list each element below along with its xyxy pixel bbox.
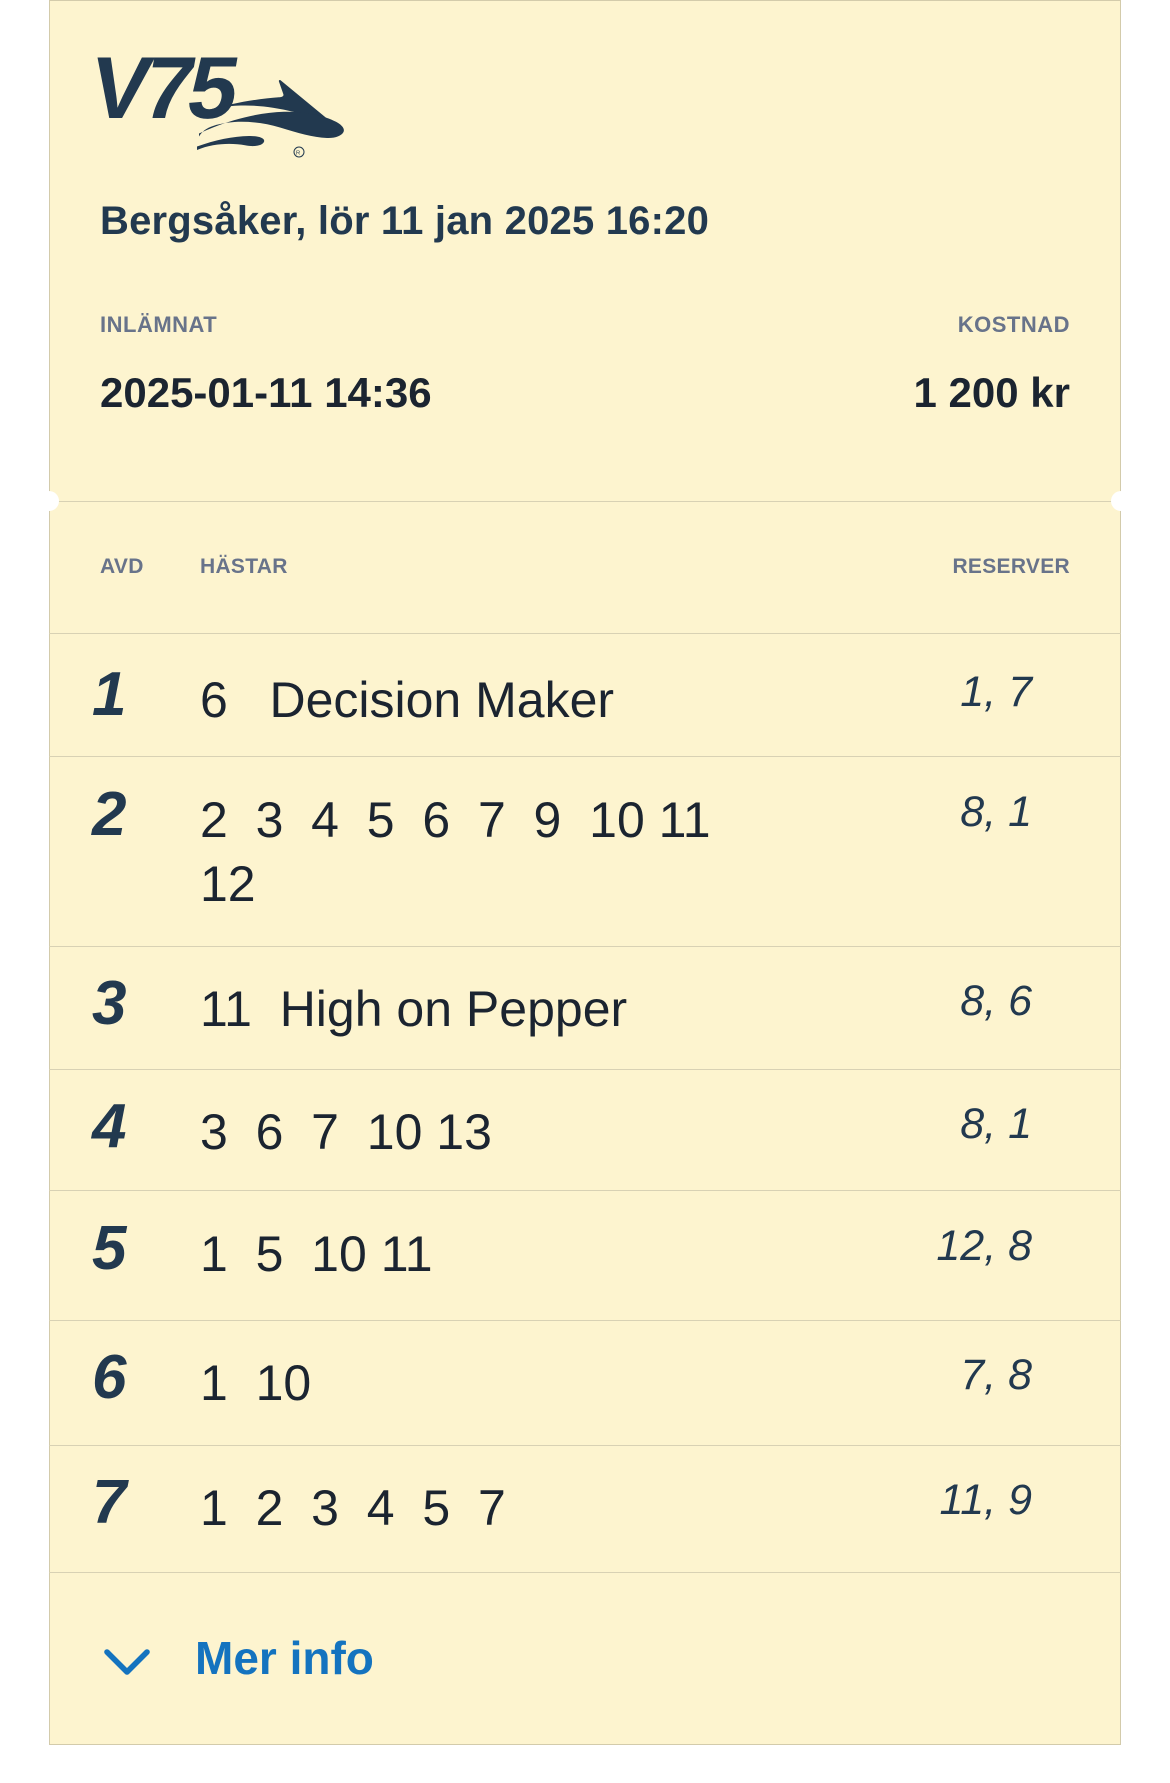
svg-text:R: R xyxy=(296,151,300,157)
svg-text:V75: V75 xyxy=(83,39,245,137)
